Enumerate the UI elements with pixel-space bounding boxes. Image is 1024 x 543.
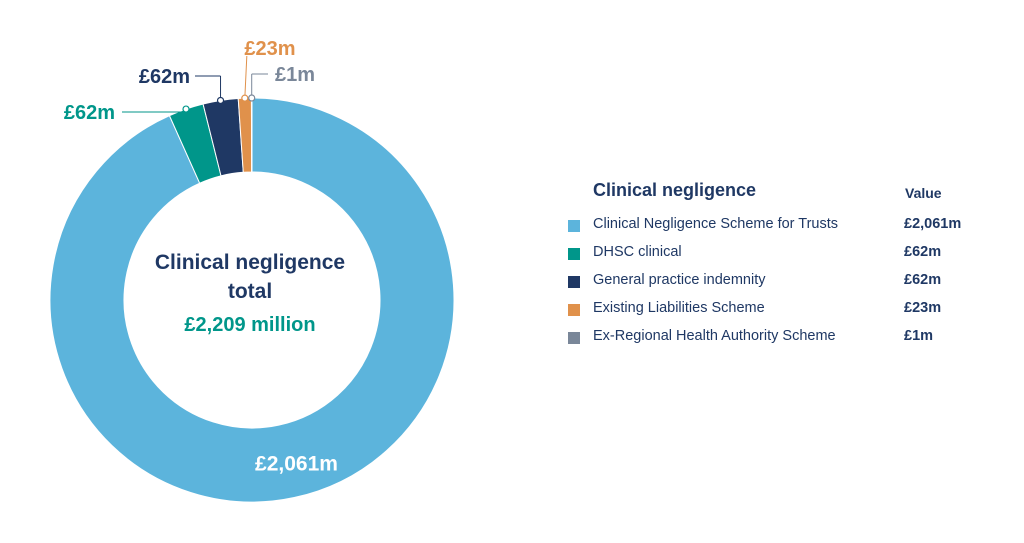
slice-value-label: £23m (244, 38, 295, 60)
legend-value: £2,061m (904, 216, 962, 232)
legend-swatch (568, 276, 580, 288)
legend-rows: Clinical Negligence Scheme for Trusts £2,… (565, 214, 1005, 354)
center-total-value: £2,209 million (184, 314, 316, 336)
legend-label: Ex-Regional Health Authority Scheme (593, 328, 836, 344)
callout-dot (241, 94, 249, 102)
slice-value-label: £2,061m (255, 452, 338, 475)
legend-swatch (568, 248, 580, 260)
legend-label: General practice indemnity (593, 272, 766, 288)
donut-slice (250, 97, 253, 173)
legend-item: Existing Liabilities Scheme £23m (565, 298, 1005, 326)
slice-callouts: £62m £62m £23m £1m (64, 38, 315, 124)
callout-dot (216, 96, 225, 105)
legend-item: Ex-Regional Health Authority Scheme £1m (565, 326, 1005, 354)
legend-label: DHSC clinical (593, 244, 682, 260)
donut-chart: £2,061m £62m £62m £23m £1m (49, 38, 455, 503)
legend-value-header: Value (905, 185, 942, 201)
chart-legend: Clinical negligence Value Clinical Negli… (565, 180, 1005, 354)
donut-slices: £2,061m (49, 97, 455, 503)
legend-label: Existing Liabilities Scheme (593, 300, 765, 316)
legend-value: £62m (904, 244, 942, 260)
legend-value: £23m (904, 300, 942, 316)
callout-dot (182, 105, 190, 113)
legend-value: £1m (904, 328, 934, 344)
slice-value-label: £62m (64, 102, 115, 124)
legend-header: Clinical negligence Value (565, 180, 1005, 214)
donut-slice (49, 97, 455, 503)
legend-value: £62m (904, 272, 942, 288)
callout-dot (248, 94, 256, 102)
legend-swatch (568, 304, 580, 316)
legend-item: DHSC clinical £62m (565, 242, 1005, 270)
slice-value-label: £62m (139, 66, 190, 88)
center-title: Clinical negligence total (154, 251, 346, 303)
legend-swatch (568, 332, 580, 344)
legend-title: Clinical negligence (593, 180, 757, 200)
legend-label: Clinical Negligence Scheme for Trusts (593, 216, 838, 232)
donut-center-label: Clinical negligence total £2,209 million (140, 248, 360, 340)
legend-item: Clinical Negligence Scheme for Trusts £2,… (565, 214, 1005, 242)
slice-value-label: £1m (275, 64, 315, 86)
legend-swatch (568, 220, 580, 232)
legend-item: General practice indemnity £62m (565, 270, 1005, 298)
callout-line (244, 55, 248, 99)
